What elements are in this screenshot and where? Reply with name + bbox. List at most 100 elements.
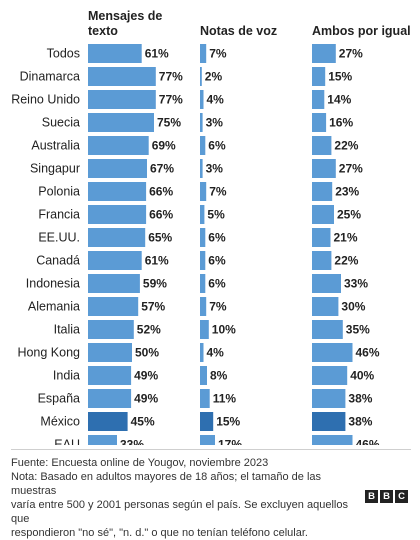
- bar-mensajes-de-texto-singapur: [88, 159, 147, 178]
- value-label-ambos-por-igual-australia: 22%: [334, 139, 358, 153]
- header-voice-notes: Notas de voz: [200, 24, 277, 38]
- value-label-notas-de-voz-hong-kong: 4%: [207, 346, 225, 360]
- value-label-notas-de-voz-eau: 17%: [218, 438, 242, 446]
- value-label-mensajes-de-texto-ee-uu: 65%: [148, 231, 172, 245]
- bar-notas-de-voz-espana: [200, 389, 210, 408]
- bar-mensajes-de-texto-india: [88, 366, 132, 385]
- category-label-canada: Canadá: [36, 254, 80, 268]
- category-label-india: India: [53, 369, 80, 383]
- value-label-notas-de-voz-italia: 10%: [212, 323, 236, 337]
- category-label-suecia: Suecia: [42, 116, 80, 130]
- category-label-italia: Italia: [54, 323, 80, 337]
- value-label-ambos-por-igual-mexico: 38%: [348, 415, 372, 429]
- value-label-mensajes-de-texto-canada: 61%: [145, 254, 169, 268]
- value-label-ambos-por-igual-reino-unido: 14%: [327, 93, 351, 107]
- category-label-todos: Todos: [47, 47, 80, 61]
- category-label-polonia: Polonia: [38, 185, 80, 199]
- bar-notas-de-voz-ee-uu: [200, 228, 206, 247]
- chart-marks: Todos 61% 7% 27% Dinamarca 77% 2% 15% Reino Unid…: [11, 44, 380, 445]
- note-line-2: varía entre 500 y 2001 personas según el…: [11, 499, 348, 525]
- bar-notas-de-voz-dinamarca: [200, 67, 202, 86]
- category-label-espana: España: [38, 392, 80, 406]
- bar-notas-de-voz-eau: [200, 435, 215, 445]
- bar-notas-de-voz-indonesia: [200, 274, 206, 293]
- bar-mensajes-de-texto-reino-unido: [88, 90, 156, 109]
- value-label-notas-de-voz-australia: 6%: [208, 139, 226, 153]
- bar-notas-de-voz-australia: [200, 136, 206, 155]
- category-label-hong-kong: Hong Kong: [17, 346, 80, 360]
- value-label-mensajes-de-texto-reino-unido: 77%: [159, 93, 183, 107]
- bar-ambos-por-igual-india: [312, 366, 348, 385]
- bar-ambos-por-igual-alemania: [312, 297, 339, 316]
- category-label-ee-uu: EE.UU.: [38, 231, 80, 245]
- note-line-1: Nota: Basado en adultos mayores de 18 añ…: [11, 471, 322, 497]
- bar-notas-de-voz-francia: [200, 205, 205, 224]
- bar-mensajes-de-texto-ee-uu: [88, 228, 146, 247]
- bar-mensajes-de-texto-mexico: [88, 412, 128, 431]
- bar-ambos-por-igual-reino-unido: [312, 90, 325, 109]
- value-label-ambos-por-igual-singapur: 27%: [339, 162, 363, 176]
- bbc-logo-letter-b1: B: [365, 490, 378, 503]
- bar-mensajes-de-texto-italia: [88, 320, 134, 339]
- category-label-alemania: Alemania: [28, 300, 80, 314]
- bar-ambos-por-igual-polonia: [312, 182, 333, 201]
- value-label-ambos-por-igual-indonesia: 33%: [344, 277, 368, 291]
- value-label-mensajes-de-texto-eau: 33%: [120, 438, 144, 446]
- bar-notas-de-voz-polonia: [200, 182, 207, 201]
- value-label-ambos-por-igual-india: 40%: [350, 369, 374, 383]
- value-label-notas-de-voz-suecia: 3%: [206, 116, 224, 130]
- category-label-francia: Francia: [38, 208, 80, 222]
- footer-divider: [11, 449, 411, 450]
- bar-ambos-por-igual-hong-kong: [312, 343, 353, 362]
- bar-notas-de-voz-mexico: [200, 412, 214, 431]
- value-label-mensajes-de-texto-francia: 66%: [149, 208, 173, 222]
- bar-ambos-por-igual-indonesia: [312, 274, 341, 293]
- bar-ambos-por-igual-francia: [312, 205, 334, 224]
- bbc-logo-letter-b2: B: [380, 490, 393, 503]
- value-label-ambos-por-igual-ee-uu: 21%: [334, 231, 358, 245]
- value-label-notas-de-voz-alemania: 7%: [209, 300, 227, 314]
- value-label-notas-de-voz-ee-uu: 6%: [208, 231, 226, 245]
- header-text-messages-line2: texto: [88, 24, 118, 38]
- value-label-mensajes-de-texto-singapur: 67%: [150, 162, 174, 176]
- category-label-eau: EAU: [54, 438, 80, 446]
- bar-mensajes-de-texto-espana: [88, 389, 132, 408]
- value-label-ambos-por-igual-dinamarca: 15%: [328, 70, 352, 84]
- bar-mensajes-de-texto-indonesia: [88, 274, 140, 293]
- value-label-notas-de-voz-polonia: 7%: [209, 185, 227, 199]
- bar-ambos-por-igual-dinamarca: [312, 67, 326, 86]
- category-label-indonesia: Indonesia: [26, 277, 80, 291]
- value-label-mensajes-de-texto-indonesia: 59%: [143, 277, 167, 291]
- bar-mensajes-de-texto-todos: [88, 44, 142, 63]
- value-label-mensajes-de-texto-alemania: 57%: [141, 300, 165, 314]
- bbc-logo-letter-c: C: [395, 490, 408, 503]
- value-label-mensajes-de-texto-todos: 61%: [145, 47, 169, 61]
- bar-ambos-por-igual-suecia: [312, 113, 327, 132]
- value-label-notas-de-voz-dinamarca: 2%: [205, 70, 223, 84]
- bar-notas-de-voz-italia: [200, 320, 209, 339]
- value-label-mensajes-de-texto-suecia: 75%: [157, 116, 181, 130]
- value-label-mensajes-de-texto-dinamarca: 77%: [159, 70, 183, 84]
- bbc-logo: B B C: [365, 490, 408, 503]
- value-label-ambos-por-igual-suecia: 16%: [329, 116, 353, 130]
- value-label-mensajes-de-texto-hong-kong: 50%: [135, 346, 159, 360]
- category-label-australia: Australia: [31, 139, 80, 153]
- value-label-notas-de-voz-indonesia: 6%: [208, 277, 226, 291]
- value-label-mensajes-de-texto-australia: 69%: [152, 139, 176, 153]
- value-label-mensajes-de-texto-italia: 52%: [137, 323, 161, 337]
- header-text-messages-line1: Mensajes de: [88, 9, 162, 23]
- bar-mensajes-de-texto-suecia: [88, 113, 154, 132]
- category-label-singapur: Singapur: [30, 162, 80, 176]
- bar-notas-de-voz-alemania: [200, 297, 207, 316]
- bar-mensajes-de-texto-polonia: [88, 182, 147, 201]
- bar-notas-de-voz-india: [200, 366, 207, 385]
- value-label-mensajes-de-texto-polonia: 66%: [149, 185, 173, 199]
- value-label-notas-de-voz-india: 8%: [210, 369, 228, 383]
- value-label-notas-de-voz-reino-unido: 4%: [207, 93, 225, 107]
- bar-ambos-por-igual-italia: [312, 320, 343, 339]
- header-both-equally: Ambos por igual: [312, 24, 411, 38]
- bar-ambos-por-igual-eau: [312, 435, 353, 445]
- source-text: Fuente: Encuesta online de Yougov, novie…: [11, 457, 269, 469]
- value-label-ambos-por-igual-alemania: 30%: [341, 300, 365, 314]
- bar-notas-de-voz-hong-kong: [200, 343, 204, 362]
